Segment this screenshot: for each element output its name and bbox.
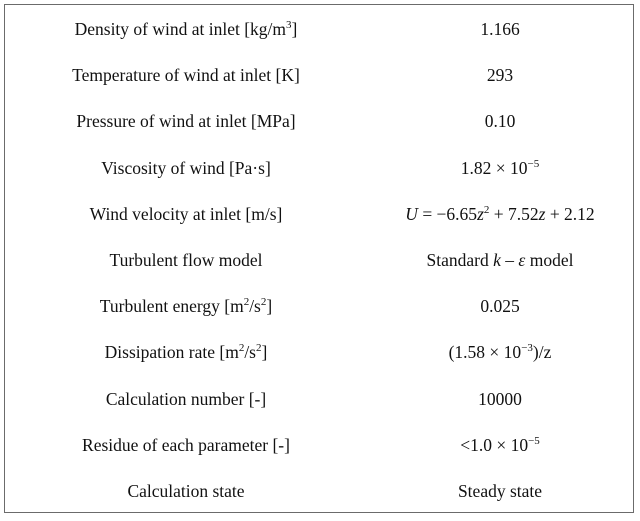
value-cell: (1.58 × 10−3)/z [448, 342, 552, 363]
value-cell: 1.82 × 10−5 [460, 157, 540, 178]
value-cell: U = −6.65z2 + 7.52z + 2.12 [405, 203, 595, 224]
value-cell: Steady state [457, 480, 543, 501]
param-cell: Turbulent flow model [109, 249, 263, 270]
table-body: Density of wind at inlet [kg/m3] 1.166 T… [5, 13, 633, 521]
value-cell: Standard k – ε model [426, 249, 574, 270]
param-cell: Calculation state [127, 480, 245, 501]
table-row: Wind velocity at inlet [m/s] U = −6.65z2… [5, 198, 633, 244]
table-row: Calculation state Steady state [5, 475, 633, 521]
param-cell: Density of wind at inlet [kg/m3] [74, 19, 298, 39]
value-cell: 10000 [478, 388, 522, 409]
value-cell: 1.166 [480, 19, 520, 39]
param-cell: Turbulent energy [m2/s2] [99, 296, 273, 317]
table-row: Calculation number [-] 10000 [5, 383, 633, 429]
table-row: Temperature of wind at inlet [K] 293 [5, 59, 633, 105]
table-row: Residue of each parameter [-] <1.0 × 10−… [5, 429, 633, 475]
table-row: Viscosity of wind [Pa·s] 1.82 × 10−5 [5, 152, 633, 198]
value-cell: 293 [486, 65, 514, 86]
param-cell: Viscosity of wind [Pa·s] [101, 157, 271, 178]
param-cell: Dissipation rate [m2/s2] [104, 342, 268, 363]
value-cell: <1.0 × 10−5 [460, 434, 540, 455]
param-cell: Pressure of wind at inlet [MPa] [76, 111, 296, 132]
param-cell: Temperature of wind at inlet [K] [72, 65, 300, 86]
table-row: Pressure of wind at inlet [MPa] 0.10 [5, 105, 633, 151]
param-cell: Residue of each parameter [-] [82, 434, 290, 455]
param-cell: Wind velocity at inlet [m/s] [89, 203, 283, 224]
value-cell: 0.025 [480, 296, 520, 317]
parameter-table: Density of wind at inlet [kg/m3] 1.166 T… [4, 4, 634, 513]
table-row: Turbulent flow model Standard k – ε mode… [5, 244, 633, 290]
value-cell: 0.10 [484, 111, 516, 132]
table-row: Density of wind at inlet [kg/m3] 1.166 [5, 13, 633, 59]
table-row: Turbulent energy [m2/s2] 0.025 [5, 290, 633, 336]
param-cell: Calculation number [-] [105, 388, 267, 409]
table-row: Dissipation rate [m2/s2] (1.58 × 10−3)/z [5, 336, 633, 382]
